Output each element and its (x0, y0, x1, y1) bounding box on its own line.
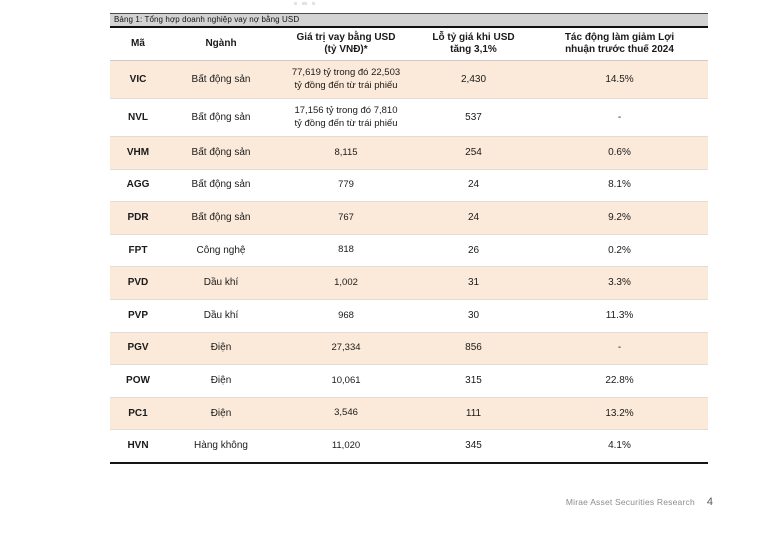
profit-impact-cell: 4.1% (608, 440, 631, 452)
table-row: HVN Hàng không 11,020 345 4.1% (110, 430, 708, 462)
table-title: Bảng 1: Tổng hợp doanh nghiệp vay nợ bằn… (110, 13, 708, 28)
ticker-cell: POW (126, 374, 150, 386)
profit-impact-cell: 11.3% (605, 309, 634, 321)
sector-cell: Bất động sản (191, 73, 251, 85)
table-row: PVP Dầu khí 968 30 11.3% (110, 300, 708, 333)
footer-brand: Mirae Asset Securities Research (565, 497, 695, 507)
loan-value-cell: 77,619 tỷ trong đó 22,503 tỷ đồng đến từ… (291, 67, 401, 91)
loan-value-cell: 767 (338, 211, 354, 223)
fx-loss-cell: 2,430 (460, 73, 487, 85)
ticker-cell: HVN (127, 440, 149, 452)
sector-cell: Bất động sản (191, 211, 251, 223)
loan-value-cell: 27,334 (331, 342, 361, 354)
profit-impact-cell: 14.5% (605, 73, 634, 85)
column-header-ticker: Mã (131, 37, 145, 49)
table-row: VIC Bất động sản 77,619 tỷ trong đó 22,5… (110, 61, 708, 99)
fx-loss-cell: 537 (465, 111, 482, 123)
loan-value-cell: 10,061 (331, 374, 361, 386)
page-footer: Mirae Asset Securities Research 4 (0, 496, 713, 508)
fx-loss-cell: 345 (465, 440, 482, 452)
footer-page-number: 4 (706, 496, 713, 508)
clipped-text-artifact (280, 1, 326, 6)
table-body: VIC Bất động sản 77,619 tỷ trong đó 22,5… (110, 61, 708, 462)
ticker-cell: AGG (126, 179, 150, 191)
loan-value-cell: 818 (338, 244, 354, 256)
profit-impact-cell: 0.6% (608, 146, 631, 158)
sector-cell: Công nghệ (196, 244, 246, 256)
profit-impact-cell: 3.3% (608, 277, 631, 289)
fx-loss-cell: 856 (465, 342, 482, 354)
column-header-sector: Ngành (205, 37, 237, 49)
fx-loss-cell: 315 (465, 374, 482, 386)
fx-loss-cell: 254 (465, 146, 482, 158)
table-row: POW Điện 10,061 315 22.8% (110, 365, 708, 398)
sector-cell: Bất động sản (191, 146, 251, 158)
profit-impact-cell: 13.2% (605, 407, 634, 419)
ticker-cell: PGV (127, 342, 149, 354)
profit-impact-cell: - (617, 111, 622, 123)
ticker-cell: FPT (128, 244, 148, 256)
fx-loss-cell: 31 (467, 277, 480, 289)
ticker-cell: PVP (127, 309, 148, 321)
fx-loss-cell: 24 (467, 211, 480, 223)
table-row: PC1 Điện 3,546 111 13.2% (110, 397, 708, 431)
loan-value-cell: 968 (338, 309, 354, 321)
fx-loss-cell: 26 (467, 244, 480, 256)
ticker-cell: VHM (126, 146, 150, 158)
sector-cell: Dầu khí (203, 277, 239, 289)
table-header-row: Mã Ngành Giá trị vay bằng USD (tỷ VNĐ)* … (110, 28, 708, 61)
profit-impact-cell: - (617, 342, 622, 354)
sector-cell: Điện (210, 342, 232, 354)
table-row: FPT Công nghệ 818 26 0.2% (110, 235, 708, 268)
profit-impact-cell: 22.8% (605, 374, 634, 386)
loan-value-cell: 779 (338, 179, 354, 191)
sector-cell: Dầu khí (203, 309, 239, 321)
sector-cell: Hàng không (194, 440, 248, 452)
fx-loss-cell: 30 (467, 309, 480, 321)
sector-cell: Bất động sản (191, 111, 251, 123)
ticker-cell: NVL (128, 111, 148, 123)
table-row: PVD Dầu khí 1,002 31 3.3% (110, 267, 708, 300)
loan-value-cell: 17,156 tỷ trong đó 7,810 tỷ đồng đến từ … (294, 105, 398, 129)
column-header-profit-impact: Tác động làm giảm Lợi nhuận trước thuế 2… (564, 31, 675, 56)
ticker-cell: VIC (129, 73, 147, 85)
profit-impact-cell: 0.2% (608, 244, 631, 256)
sector-cell: Bất động sản (191, 179, 251, 191)
column-header-fx-loss: Lỗ tỷ giá khi USD tăng 3,1% (432, 31, 515, 56)
profit-impact-cell: 8.1% (608, 179, 631, 191)
loan-value-cell: 11,020 (331, 439, 361, 451)
usd-loan-table: Bảng 1: Tổng hợp doanh nghiệp vay nợ bằn… (110, 13, 708, 464)
ticker-cell: PC1 (128, 407, 148, 419)
loan-value-cell: 3,546 (334, 407, 358, 419)
fx-loss-cell: 111 (465, 407, 482, 419)
table-row: PGV Điện 27,334 856 - (110, 332, 708, 366)
sector-cell: Điện (210, 407, 232, 419)
column-header-loan-value: Giá trị vay bằng USD (tỷ VNĐ)* (296, 31, 396, 56)
table-row: VHM Bất động sản 8,115 254 0.6% (110, 137, 708, 170)
table-row: PDR Bất động sản 767 24 9.2% (110, 202, 708, 235)
fx-loss-cell: 24 (467, 179, 480, 191)
sector-cell: Điện (210, 374, 232, 386)
table-row: NVL Bất động sản 17,156 tỷ trong đó 7,81… (110, 99, 708, 137)
ticker-cell: PVD (127, 277, 149, 289)
table-row: AGG Bất động sản 779 24 8.1% (110, 170, 708, 203)
loan-value-cell: 1,002 (334, 276, 358, 288)
loan-value-cell: 8,115 (334, 146, 358, 158)
ticker-cell: PDR (127, 211, 149, 223)
profit-impact-cell: 9.2% (608, 211, 631, 223)
